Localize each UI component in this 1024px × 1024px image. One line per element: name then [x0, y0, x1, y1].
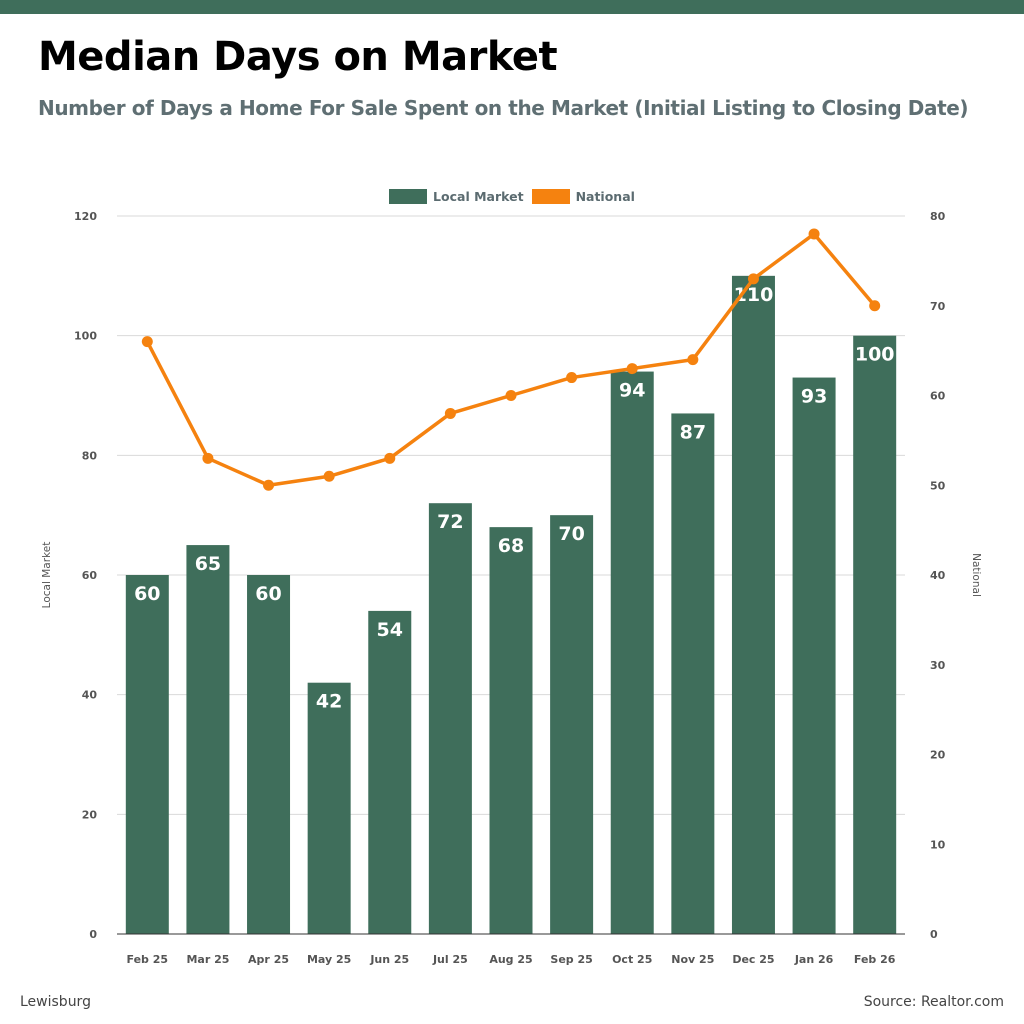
page-title: Median Days on Market — [38, 34, 558, 80]
bar — [853, 335, 897, 935]
legend-swatch-national — [531, 189, 570, 204]
x-axis-tick-label: Sep 25 — [550, 953, 592, 966]
bar — [186, 545, 230, 934]
location-label: Lewisburg — [20, 994, 91, 1010]
left-axis-tick-label: 80 — [82, 449, 98, 462]
right-axis-tick-label: 0 — [930, 928, 938, 941]
bar — [368, 610, 412, 934]
right-axis-tick-label: 80 — [930, 210, 946, 223]
left-axis-title: Local Market — [41, 542, 53, 609]
right-axis-tick-label: 60 — [930, 390, 946, 403]
left-axis-tick-label: 120 — [74, 210, 97, 223]
x-axis-tick-label: Jun 25 — [369, 953, 409, 966]
national-point — [323, 470, 335, 482]
right-axis-tick-label: 20 — [930, 749, 946, 762]
source-label: Source: Realtor.com — [863, 994, 1004, 1010]
national-point — [747, 273, 759, 285]
x-axis-tick-label: Oct 25 — [612, 953, 652, 966]
x-axis-tick-label: Jul 25 — [432, 953, 468, 966]
national-point — [808, 228, 820, 240]
bar-value-label: 100 — [855, 344, 895, 366]
national-point — [141, 336, 153, 348]
x-axis-tick-label: Dec 25 — [732, 953, 774, 966]
bar — [307, 682, 351, 934]
bar-value-label: 60 — [134, 583, 160, 605]
x-axis-tick-label: Jan 26 — [794, 953, 834, 966]
chart-legend: Local Market National — [0, 189, 1024, 204]
left-axis-tick-label: 0 — [89, 928, 97, 941]
right-axis-tick-label: 40 — [930, 569, 946, 582]
bar-value-label: 60 — [255, 583, 281, 605]
bar — [428, 503, 472, 934]
left-axis-tick-label: 20 — [82, 808, 98, 821]
legend-item-local-market: Local Market — [389, 189, 524, 204]
bar-value-label: 54 — [377, 619, 403, 641]
national-point — [384, 452, 396, 464]
legend-label-national: National — [575, 189, 635, 204]
bar — [125, 575, 169, 934]
left-axis-tick-label: 60 — [82, 569, 98, 582]
x-axis-tick-label: May 25 — [307, 953, 351, 966]
national-point — [626, 363, 638, 375]
left-axis-tick-label: 40 — [82, 689, 98, 702]
page-subtitle: Number of Days a Home For Sale Spent on … — [38, 96, 969, 120]
national-point — [687, 354, 699, 366]
bar-value-label: 65 — [195, 553, 221, 575]
right-axis-title: National — [970, 553, 982, 597]
national-point — [263, 479, 275, 491]
x-axis-tick-label: Apr 25 — [248, 953, 289, 966]
legend-item-national: National — [531, 189, 635, 204]
bar — [489, 527, 533, 934]
national-point — [505, 390, 517, 401]
legend-label-local-market: Local Market — [433, 189, 524, 204]
right-axis-tick-label: 70 — [930, 300, 946, 313]
right-axis-tick-label: 10 — [930, 838, 946, 851]
x-axis-tick-label: Aug 25 — [489, 953, 532, 966]
bar — [550, 515, 594, 934]
bar-value-label: 87 — [680, 421, 706, 443]
x-axis-tick-label: Feb 26 — [854, 953, 896, 966]
bar-value-label: 72 — [437, 511, 463, 533]
national-point — [444, 407, 456, 419]
legend-swatch-local-market — [389, 189, 428, 204]
bar-value-label: 70 — [558, 523, 584, 545]
right-axis-tick-label: 50 — [930, 479, 946, 492]
right-axis-tick-label: 30 — [930, 659, 946, 672]
left-axis-tick-label: 100 — [74, 330, 97, 343]
bar — [247, 575, 291, 934]
x-axis-tick-label: Nov 25 — [671, 953, 714, 966]
national-point — [869, 300, 881, 312]
bar — [731, 275, 775, 934]
bar-value-label: 93 — [801, 386, 827, 408]
bar — [610, 371, 654, 935]
top-accent-bar — [0, 0, 1024, 14]
national-point — [202, 452, 214, 464]
national-point — [566, 372, 578, 384]
bar — [671, 413, 715, 934]
bar-value-label: 68 — [498, 535, 524, 557]
bar — [792, 377, 836, 934]
x-axis-tick-label: Feb 25 — [127, 953, 169, 966]
bar-value-label: 94 — [619, 380, 645, 402]
x-axis-tick-label: Mar 25 — [186, 953, 229, 966]
bar-value-label: 42 — [316, 691, 342, 713]
